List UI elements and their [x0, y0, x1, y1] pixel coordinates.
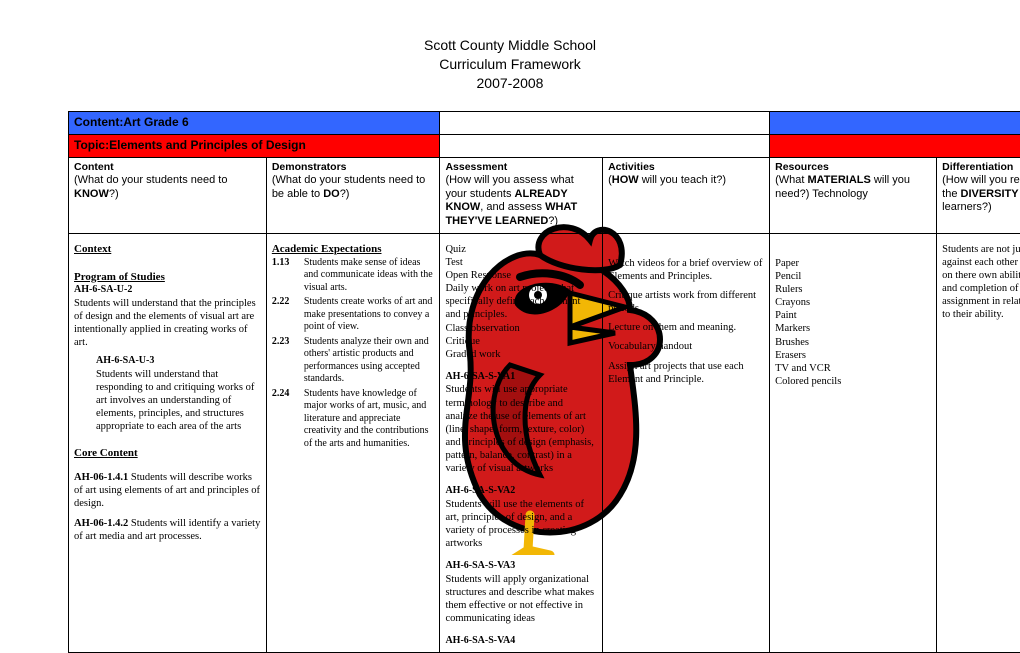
res-tv: TV and VCR [775, 362, 931, 375]
body-row: Context Program of Studies AH-6-SA-U-2 S… [69, 233, 1020, 652]
page-header: Scott County Middle School Curriculum Fr… [0, 0, 1020, 111]
text-va2: Students will use the elements of art, p… [445, 498, 597, 551]
cell-differentiation: Students are not judged against each oth… [937, 233, 1020, 652]
col-content: Content (What do your students need to K… [69, 157, 267, 233]
code-ah6sau3: AH-6-SA-U-3 [96, 355, 261, 368]
topic-banner-gap [440, 134, 770, 157]
res-markers: Markers [775, 322, 931, 335]
col-assessment: Assessment (How will you assess what you… [440, 157, 603, 233]
res-pencil: Pencil [775, 270, 931, 283]
text-va3: Students will apply organizational struc… [445, 573, 597, 626]
code-va2: AH-6-SA-S-VA2 [445, 485, 597, 498]
assess-test: Test [445, 256, 597, 269]
column-header-row: Content (What do your students need to K… [69, 157, 1020, 233]
res-erasers: Erasers [775, 349, 931, 362]
act-critique: Critique artists work from different per… [608, 289, 764, 315]
res-colored-pencils: Colored pencils [775, 375, 931, 388]
code-va4: AH-6-SA-S-VA4 [445, 635, 597, 648]
cell-resources: Paper Pencil Rulers Crayons Paint Marker… [770, 233, 937, 652]
col-resources: Resources (What MATERIALS will you need?… [770, 157, 937, 233]
text-ah0614-2: AH-06-1.4.2 Students will identify a var… [74, 517, 261, 543]
text-ah0614-1: AH-06-1.4.1 Students will describe works… [74, 471, 261, 510]
cell-assessment: Quiz Test Open Response Daily work on ar… [440, 233, 603, 652]
text-ah6sau2: Students will understand that the princi… [74, 297, 261, 350]
topic-banner-label: Topic:Elements and Principles of Design [69, 134, 440, 157]
header-line-1: Scott County Middle School [0, 36, 1020, 55]
topic-banner-row: Topic:Elements and Principles of Design [69, 134, 1020, 157]
topic-banner-right [770, 134, 1020, 157]
text-va1: Students will use appropriate terminolog… [445, 383, 597, 475]
act-videos: Watch videos for a brief overview of Ele… [608, 257, 764, 283]
cell-demonstrators: Academic Expectations 1.13Students make … [266, 233, 440, 652]
header-line-2: Curriculum Framework [0, 55, 1020, 74]
ae-222: 2.22Students create works of art and mak… [272, 296, 435, 334]
text-ah6sau3: Students will understand that responding… [96, 368, 261, 434]
ae-113: 1.13Students make sense of ideas and com… [272, 257, 435, 295]
assess-open-response: Open Response [445, 269, 597, 282]
curriculum-table: Content:Art Grade 6 Topic:Elements and P… [68, 111, 1020, 653]
act-lecture: Lecture on them and meaning. [608, 321, 764, 334]
content-banner-right [770, 111, 1020, 134]
cell-activities: Watch videos for a brief overview of Ele… [603, 233, 770, 652]
assess-daily-work: Daily work on art projects that specific… [445, 282, 597, 321]
col-demonstrators: Demonstrators (What do your students nee… [266, 157, 440, 233]
assess-critique: Critique [445, 335, 597, 348]
assess-quiz: Quiz [445, 243, 597, 256]
diff-text: Students are not judged against each oth… [942, 243, 1020, 322]
code-va3: AH-6-SA-S-VA3 [445, 560, 597, 573]
core-content-heading: Core Content [74, 447, 261, 461]
col-activities: Activities (HOW will you teach it?) [603, 157, 770, 233]
program-of-studies-heading: Program of Studies [74, 271, 261, 285]
col-differentiation: Differentiation (How will you reach the … [937, 157, 1020, 233]
header-line-3: 2007-2008 [0, 74, 1020, 93]
content-banner-gap [440, 111, 770, 134]
cell-content: Context Program of Studies AH-6-SA-U-2 S… [69, 233, 267, 652]
res-brushes: Brushes [775, 336, 931, 349]
ae-223: 2.23Students analyze their own and other… [272, 336, 435, 386]
res-rulers: Rulers [775, 283, 931, 296]
assess-graded: Graded work [445, 348, 597, 361]
code-va1: AH-6-SA-S-VA1 [445, 371, 597, 384]
code-ah6sau2: AH-6-SA-U-2 [74, 284, 261, 297]
res-paint: Paint [775, 309, 931, 322]
assess-observation: Class observation [445, 322, 597, 335]
res-paper: Paper [775, 257, 931, 270]
act-projects: Assign art projects that use each Elemen… [608, 360, 764, 386]
act-vocab: Vocabulary handout [608, 340, 764, 353]
ae-224: 2.24Students have knowledge of major wor… [272, 388, 435, 451]
academic-expectations-heading: Academic Expectations [272, 243, 435, 257]
content-banner-row: Content:Art Grade 6 [69, 111, 1020, 134]
content-banner-label: Content:Art Grade 6 [69, 111, 440, 134]
res-crayons: Crayons [775, 296, 931, 309]
context-heading: Context [74, 243, 261, 257]
